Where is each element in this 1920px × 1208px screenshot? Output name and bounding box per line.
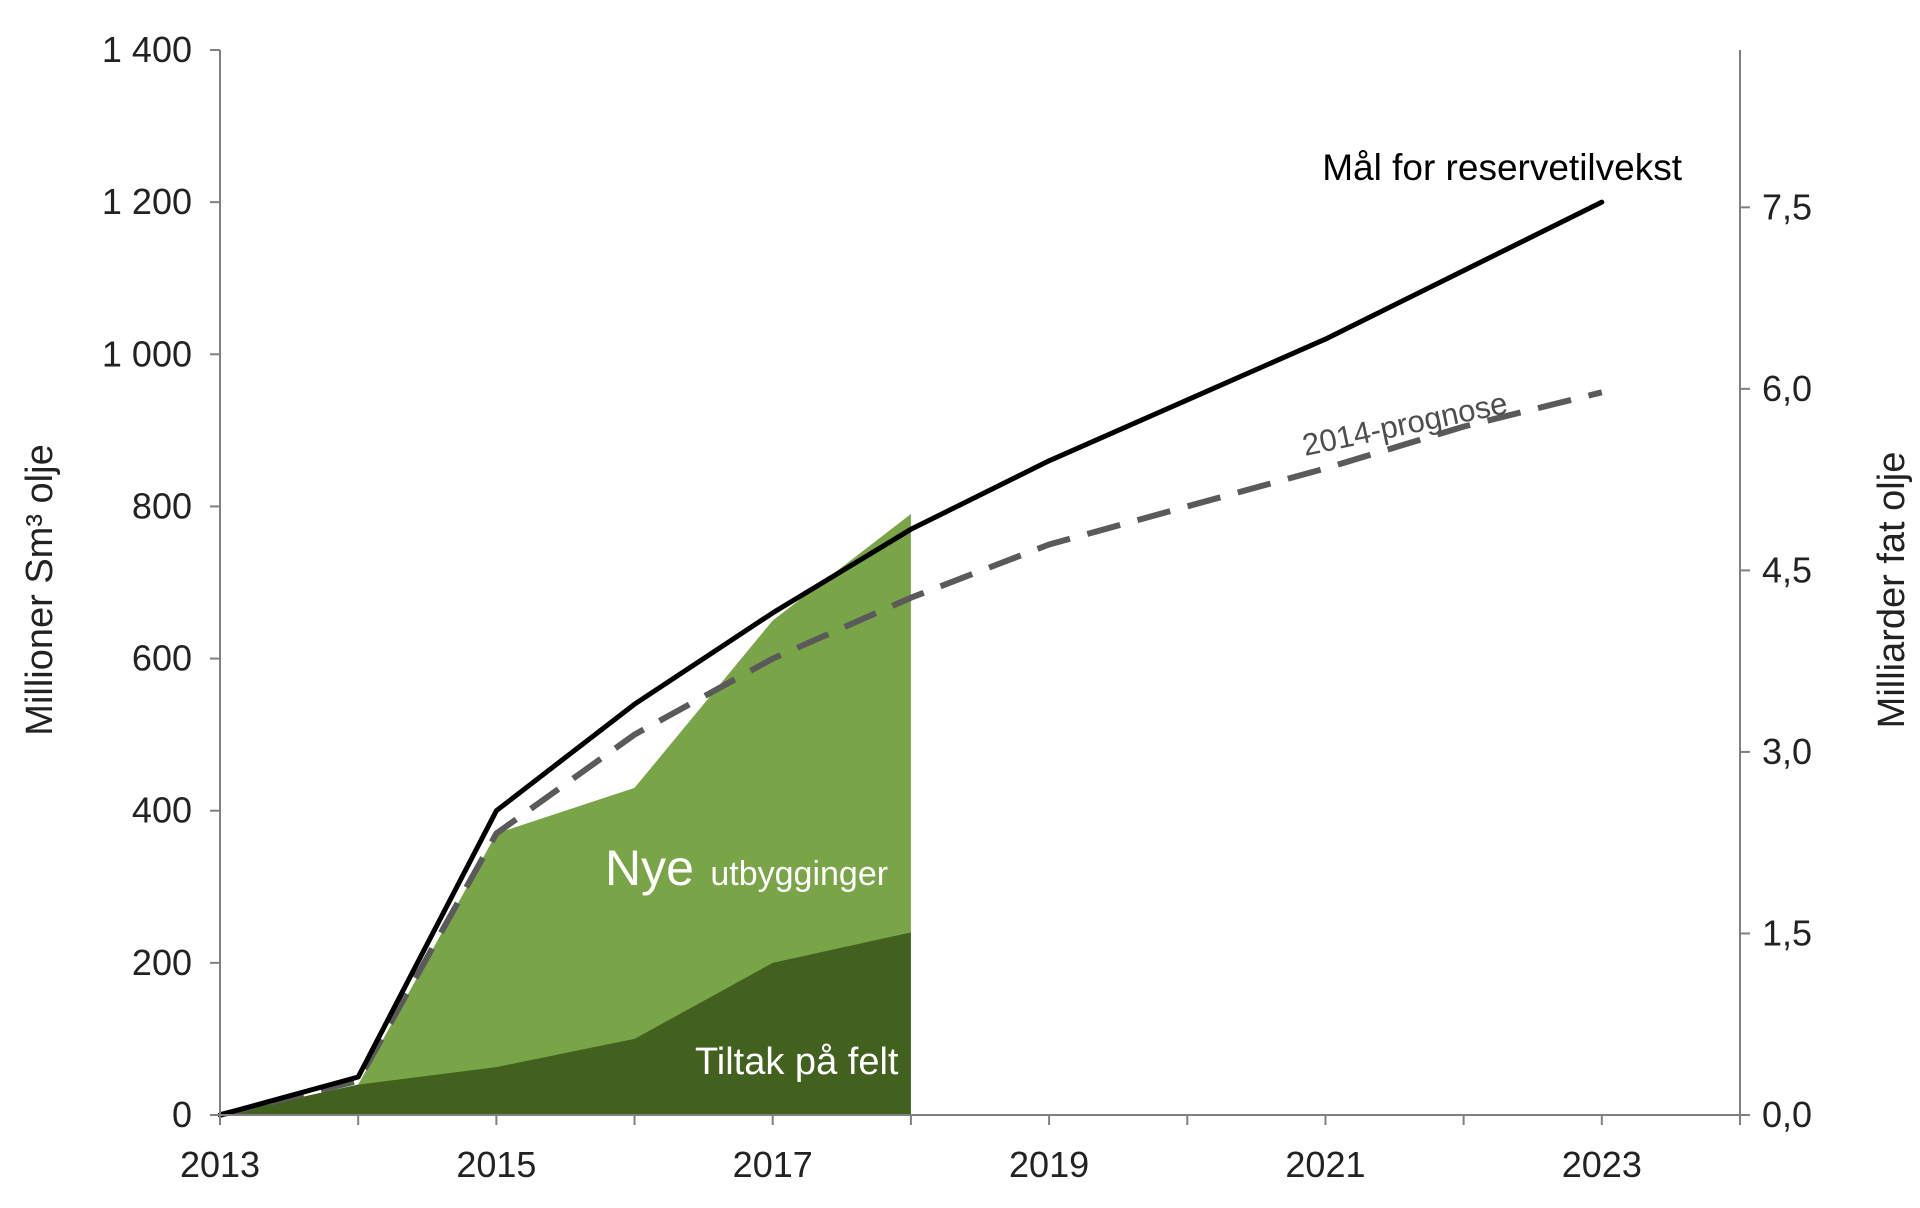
x-tick-label: 2017: [733, 1144, 813, 1185]
line-2014-prognose: [219, 389, 1603, 1118]
prognosis-line-label: 2014-prognose: [1299, 385, 1510, 463]
area-nye-utbygginger: [220, 514, 911, 1115]
y-right-tick-label: 7,5: [1762, 186, 1812, 227]
x-tick-label: 2023: [1562, 1144, 1642, 1185]
y-right-tick-label: 6,0: [1762, 368, 1812, 409]
y-left-tick-label: 800: [132, 485, 192, 526]
y-right-tick-label: 4,5: [1762, 549, 1812, 590]
y-right-tick-label: 3,0: [1762, 731, 1812, 772]
line-m-l-for-reservetilvekst: [217, 199, 1605, 1118]
y-left-axis-title: Millioner Sm³ olje: [19, 444, 61, 735]
x-tick-label: 2015: [456, 1144, 536, 1185]
y-left-tick-label: 200: [132, 942, 192, 983]
y-left-tick-label: 400: [132, 790, 192, 831]
y-right-tick-label: 0,0: [1762, 1094, 1812, 1135]
target-line-label: Mål for reservetilvekst: [1322, 147, 1683, 188]
area-layer: [220, 514, 911, 1115]
field-measures-label: Tiltak på felt: [695, 1041, 899, 1083]
new-developments-small: utbygginger: [710, 855, 888, 893]
area-tiltak-p-felt: [220, 932, 911, 1115]
line-layer: [217, 199, 1605, 1118]
y-left-tick-label: 0: [172, 1094, 192, 1135]
y-left-tick-label: 1 200: [102, 181, 192, 222]
x-tick-label: 2021: [1285, 1144, 1365, 1185]
y-left-tick-label: 1 400: [102, 29, 192, 70]
y-right-axis-title: Milliarder fat olje: [1871, 452, 1913, 729]
x-tick-label: 2019: [1009, 1144, 1089, 1185]
y-left-tick-label: 1 000: [102, 333, 192, 374]
y-right-tick-label: 1,5: [1762, 912, 1812, 953]
new-developments-label: Nye utbygginger: [605, 840, 888, 896]
x-tick-label: 2013: [180, 1144, 260, 1185]
axes-layer: 0 200 400 600 800 1 000 1 200 1 400 0,0 1,5 3,0 4,5…: [102, 29, 1812, 1185]
y-left-tick-label: 600: [132, 638, 192, 679]
new-developments-big: Nye: [605, 840, 694, 896]
